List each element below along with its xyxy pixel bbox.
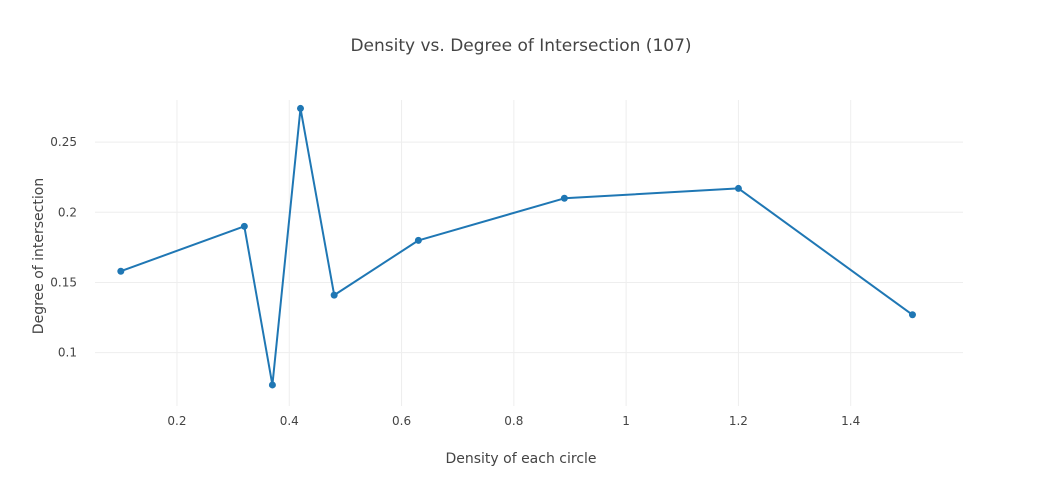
x-tick-label: 1.2 [729,414,748,428]
y-tick-label: 0.1 [58,346,77,360]
x-axis-title: Density of each circle [445,451,596,467]
y-tick-label: 0.15 [50,275,77,289]
series-line [120,107,914,386]
x-tick-label: 0.8 [504,414,523,428]
series-layer [117,104,916,389]
data-point[interactable] [908,311,916,319]
data-point[interactable] [414,236,422,244]
data-point[interactable] [240,222,248,230]
y-axis-title: Degree of intersection [31,178,47,334]
data-point[interactable] [296,104,304,112]
gridlines [95,100,963,406]
x-tick-label: 0.6 [392,414,411,428]
x-tick-label: 1.4 [841,414,860,428]
data-point[interactable] [268,381,276,389]
data-point[interactable] [117,267,125,275]
x-tick-label: 1 [622,414,630,428]
y-axis: 0.1 0.15 0.2 0.25 [50,135,77,360]
data-point[interactable] [560,194,568,202]
x-axis: 0.2 0.4 0.6 0.8 1 1.2 1.4 [167,414,860,428]
data-point[interactable] [734,184,742,192]
x-tick-label: 0.4 [280,414,299,428]
chart-title: Density vs. Degree of Intersection (107) [350,36,691,56]
y-tick-label: 0.25 [50,135,77,149]
x-tick-label: 0.2 [167,414,186,428]
data-point[interactable] [330,291,338,299]
y-tick-label: 0.2 [58,205,77,219]
